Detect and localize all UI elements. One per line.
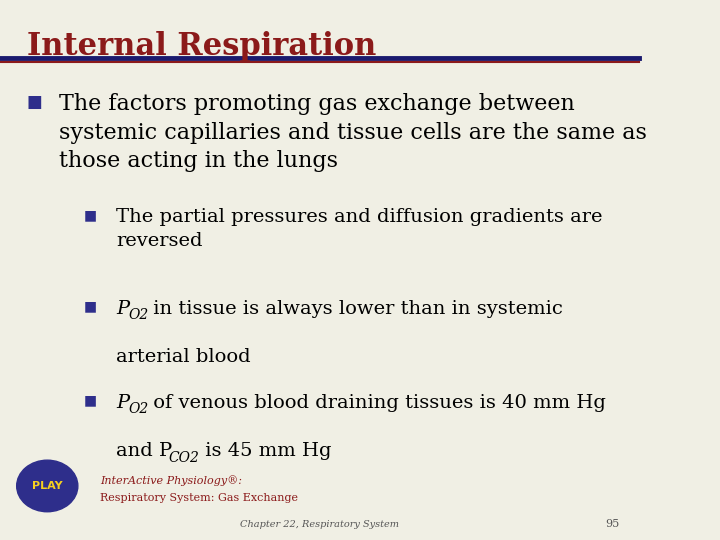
Text: InterActive Physiology®:: InterActive Physiology®: <box>100 475 242 486</box>
Text: Chapter 22, Respiratory System: Chapter 22, Respiratory System <box>240 520 400 529</box>
Text: in tissue is always lower than in systemic: in tissue is always lower than in system… <box>147 300 562 318</box>
Text: The factors promoting gas exchange between
systemic capillaries and tissue cells: The factors promoting gas exchange betwe… <box>59 93 647 172</box>
Text: arterial blood: arterial blood <box>116 348 251 366</box>
Text: ■: ■ <box>84 394 97 408</box>
Text: Respiratory System: Gas Exchange: Respiratory System: Gas Exchange <box>100 493 298 503</box>
Text: The partial pressures and diffusion gradients are
reversed: The partial pressures and diffusion grad… <box>116 208 603 250</box>
Text: P: P <box>116 300 129 318</box>
Text: of venous blood draining tissues is 40 mm Hg: of venous blood draining tissues is 40 m… <box>147 394 606 411</box>
Text: ■: ■ <box>84 208 97 222</box>
Circle shape <box>17 460 78 512</box>
Text: P: P <box>116 394 129 411</box>
Text: CO2: CO2 <box>168 450 199 464</box>
Text: ■: ■ <box>27 93 42 111</box>
Text: PLAY: PLAY <box>32 481 63 491</box>
Text: is 45 mm Hg: is 45 mm Hg <box>199 442 331 460</box>
Text: and P: and P <box>116 442 172 460</box>
Text: O2: O2 <box>128 308 148 322</box>
Text: ■: ■ <box>84 300 97 314</box>
Text: Internal Respiration: Internal Respiration <box>27 31 377 62</box>
Text: 95: 95 <box>605 519 619 529</box>
Text: O2: O2 <box>128 402 148 416</box>
